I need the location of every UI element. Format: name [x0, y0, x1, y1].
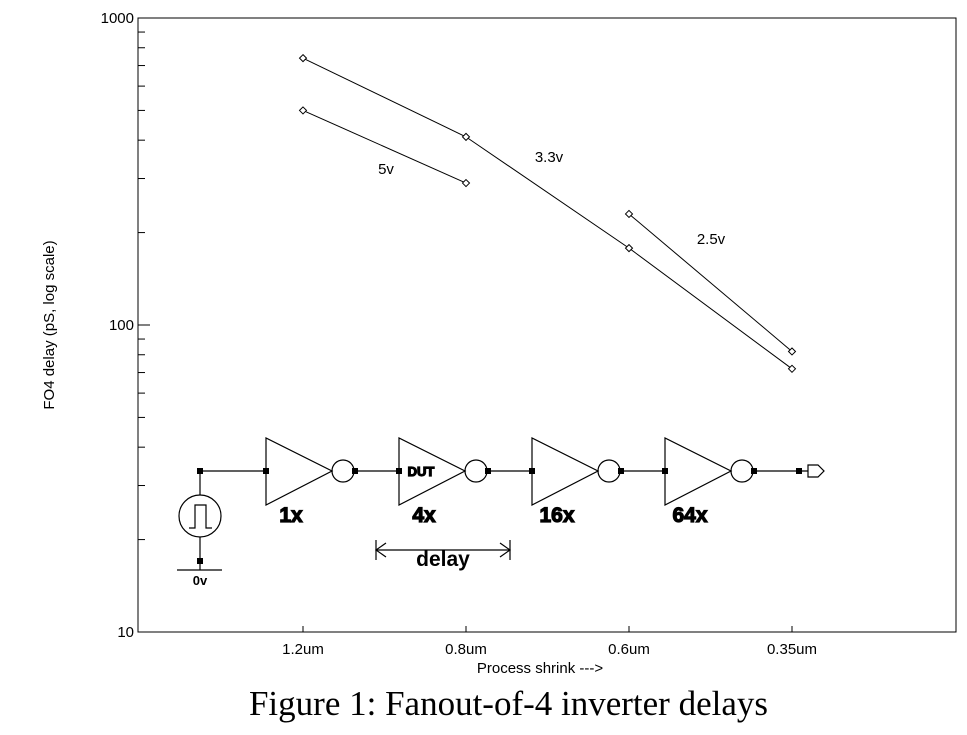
- delay-label: delay: [416, 548, 470, 571]
- inverter-size-label: 16x: [539, 504, 574, 527]
- inverter-triangle-icon: [531, 437, 600, 506]
- node-dot: [352, 468, 358, 474]
- series-line-3.3v: [302, 57, 793, 370]
- inverter-bubble-icon: [730, 459, 754, 483]
- data-point-marker: [624, 209, 634, 219]
- node-dot: [396, 468, 402, 474]
- delay-right-arrow-icon: [499, 542, 512, 558]
- node-dot: [529, 468, 535, 474]
- x-tick-label: 1.2um: [282, 641, 324, 658]
- inverter-inner-label: DUT: [408, 464, 435, 479]
- inverter-chain-schematic: 1x 4x DUT 16x 64x: [177, 437, 825, 571]
- x-axis-label: Process shrink --->: [477, 660, 604, 677]
- x-axis: 1.2um 0.8um 0.6um 0.35um: [282, 626, 817, 658]
- source-voltage-label: 0v: [193, 573, 208, 588]
- y-tick-label: 10: [117, 624, 134, 641]
- inverter-4x: 4x DUT: [396, 437, 532, 528]
- inverter-64x: 64x: [662, 437, 757, 528]
- delay-left-arrow-icon: [374, 542, 387, 558]
- inverter-bubble-icon: [464, 459, 488, 483]
- series-label-2.5v: 2.5v: [697, 231, 726, 248]
- node-dot: [796, 468, 802, 474]
- inverters: 1x 4x DUT 16x 64x: [263, 437, 757, 528]
- data-point-marker: [787, 347, 797, 356]
- plot-frame: [137, 17, 957, 633]
- inverter-bubble-icon: [331, 459, 355, 483]
- y-tick-label: 1000: [101, 10, 134, 27]
- data-point-marker: [298, 53, 308, 63]
- node-dot: [751, 468, 757, 474]
- series-line-2.5v: [628, 213, 793, 352]
- inverter-triangle-icon: [265, 437, 334, 506]
- x-tick-label: 0.8um: [445, 641, 487, 658]
- node-dot: [197, 558, 203, 564]
- output-port-icon: [807, 464, 825, 478]
- series-line-5v: [302, 109, 467, 184]
- inverter-size-label: 1x: [279, 504, 303, 527]
- pulse-source-icon: [178, 494, 222, 538]
- data-point-marker: [461, 178, 471, 188]
- figure-caption: Figure 1: Fanout-of-4 inverter delays: [248, 684, 769, 723]
- data-point-marker: [461, 132, 471, 142]
- y-axis-label: FO4 delay (pS, log scale): [41, 240, 58, 409]
- series-layer: 5v 3.3v 2.5v: [298, 53, 797, 374]
- x-tick-label: 0.35um: [767, 641, 817, 658]
- data-point-marker: [787, 364, 797, 374]
- inverter-16x: 16x: [529, 437, 665, 528]
- x-tick-label: 0.6um: [608, 641, 650, 658]
- inverter-bubble-icon: [597, 459, 621, 483]
- node-dot: [662, 468, 668, 474]
- inverter-size-label: 4x: [412, 504, 436, 527]
- pulse-waveform: [189, 504, 212, 529]
- node-dot: [485, 468, 491, 474]
- data-point-marker: [298, 106, 308, 115]
- series-label-3.3v: 3.3v: [535, 149, 564, 166]
- inverter-triangle-icon: [664, 437, 733, 506]
- y-tick-label: 100: [109, 317, 134, 334]
- inverter-size-label: 64x: [672, 504, 707, 527]
- node-dot: [263, 468, 269, 474]
- series-label-5v: 5v: [378, 161, 394, 178]
- data-point-marker: [624, 243, 634, 253]
- node-dot: [618, 468, 624, 474]
- y-axis: 10 100 1000: [101, 10, 150, 641]
- inverter-1x: 1x: [263, 437, 399, 528]
